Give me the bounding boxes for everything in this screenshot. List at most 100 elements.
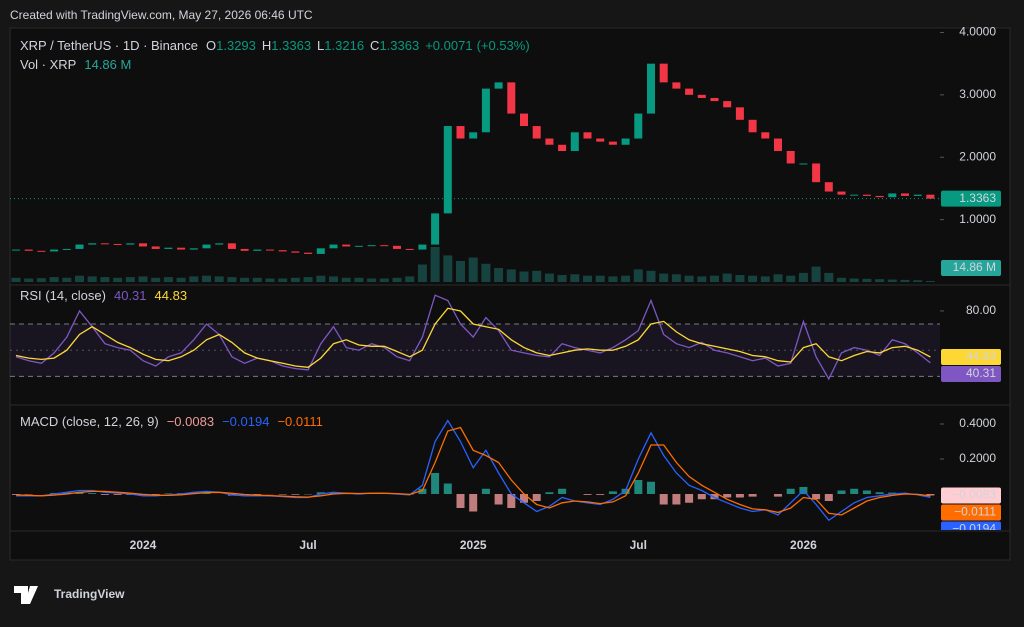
volume-bar: [456, 261, 465, 282]
volume-bar: [113, 277, 123, 282]
volume-bar: [621, 275, 631, 282]
price-tags: 1.3363 14.86 M 44.83 40.31 −0.0083 −0.0111 −0.…: [941, 190, 1001, 530]
candle: [672, 82, 681, 89]
price-pane: [10, 63, 940, 282]
candle: [278, 250, 287, 252]
candle: [177, 247, 186, 250]
rsi-title: RSI (14, close): [20, 288, 106, 303]
histogram-bar: [431, 473, 440, 494]
x-tick-label: 2026: [790, 538, 817, 552]
candle: [494, 82, 503, 89]
candle: [253, 249, 262, 251]
candle: [723, 101, 732, 108]
ohlc-label: O: [206, 38, 216, 53]
ohlc-value: 1.3363: [379, 38, 419, 53]
histogram-bar: [786, 488, 795, 494]
y-tick-label: 1.0000: [959, 212, 996, 226]
value-tag-label: −0.0083: [952, 488, 996, 502]
value-tag: [941, 487, 1001, 504]
rsi-ma-value: 44.83: [155, 288, 188, 303]
candle: [481, 88, 490, 133]
volume-bar: [494, 268, 504, 282]
histogram-bar: [583, 494, 592, 495]
histogram-bar: [12, 494, 20, 495]
volume-bar: [36, 278, 46, 282]
candle: [583, 132, 592, 139]
volume-bar: [202, 275, 211, 282]
volume-bar: [443, 255, 453, 282]
volume-bar: [583, 275, 592, 282]
histogram-bar: [113, 494, 122, 495]
volume-bar: [570, 274, 580, 282]
plot-layer: 1.0000 2.0000 3.0000 4.0000 80.00 2024 Jul 2025…: [10, 25, 1001, 552]
candle: [329, 244, 338, 249]
volume-bar: [240, 277, 250, 282]
candle: [913, 194, 922, 196]
value-tag-label: 40.31: [966, 366, 996, 380]
signal-value: −0.0111: [277, 414, 322, 429]
volume-bar: [468, 257, 478, 282]
candle: [786, 151, 795, 164]
volume-bar: [659, 273, 669, 282]
volume-bar: [875, 279, 885, 282]
candle: [837, 191, 846, 195]
volume-bar: [633, 269, 643, 282]
histogram-bar: [443, 483, 452, 494]
created-text: Created with TradingView.com, May 27, 20…: [10, 8, 313, 22]
rsi-line: [15, 294, 931, 381]
volume-bar: [900, 279, 910, 282]
volume-bar: [722, 273, 732, 282]
candle: [291, 251, 300, 253]
volume-bar: [557, 275, 567, 282]
candle: [37, 250, 46, 252]
histogram-bar: [418, 488, 427, 494]
histogram-bar: [748, 494, 757, 497]
value-tag-label: −0.0111: [954, 505, 996, 519]
candle: [456, 126, 465, 139]
volume-bar: [100, 277, 110, 282]
logo: TradingView: [14, 586, 125, 604]
volume-title: Vol · XRP: [20, 57, 76, 72]
candle: [697, 94, 706, 98]
candle: [215, 243, 224, 245]
candle: [202, 244, 211, 249]
candle: [748, 119, 757, 133]
y-tick-label: 80.00: [966, 303, 996, 317]
y-tick-label: 0.2000: [959, 451, 996, 465]
ohlc-label: C: [370, 38, 379, 53]
histogram-bar: [253, 494, 262, 495]
candle: [850, 194, 859, 196]
candle: [62, 248, 71, 250]
volume-bar: [430, 247, 440, 282]
price-legend: XRP / TetherUS · 1D · Binance O1.3293 H1.3…: [20, 38, 530, 53]
volume-bar: [163, 277, 173, 282]
value-tag: [941, 504, 1001, 521]
candle: [189, 248, 198, 250]
rsi-legend: RSI (14, close) 40.31 44.83: [20, 288, 187, 303]
histogram-value: −0.0083: [167, 414, 214, 429]
candle: [354, 245, 363, 247]
change: +0.0071: [425, 38, 472, 53]
value-tag: [941, 366, 1001, 383]
histogram-bar: [151, 494, 160, 495]
histogram-bar: [926, 494, 935, 496]
volume-bar: [748, 275, 758, 282]
histogram-bar: [291, 494, 300, 495]
candle: [393, 245, 401, 249]
histogram-bar: [888, 492, 897, 494]
candle: [901, 193, 909, 196]
histogram-bar: [723, 494, 732, 498]
histogram-bar: [469, 494, 478, 512]
histogram-bar: [494, 494, 503, 505]
y-tick-label: 3.0000: [959, 87, 996, 101]
candle: [126, 243, 135, 245]
histogram-bar: [100, 494, 109, 495]
volume-bar: [481, 263, 491, 282]
macd-title: MACD (close, 12, 26, 9): [20, 414, 159, 429]
candle: [405, 248, 414, 250]
volume-bar: [544, 273, 554, 282]
rsi-line: [15, 307, 931, 368]
candle: [735, 107, 744, 120]
